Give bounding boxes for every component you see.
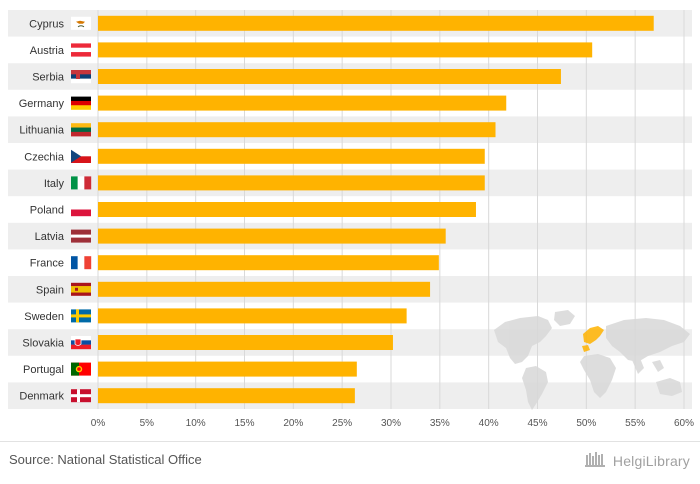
- bar[interactable]: [98, 361, 357, 377]
- x-tick-label: 10%: [186, 418, 206, 429]
- serbia-flag-icon: [71, 70, 91, 84]
- bar[interactable]: [98, 308, 407, 324]
- spain-flag-icon: [71, 282, 91, 296]
- x-tick-label: 20%: [283, 418, 303, 429]
- category-label: Czechia: [24, 151, 65, 163]
- x-tick-label: 30%: [381, 418, 401, 429]
- bar[interactable]: [98, 335, 393, 350]
- x-tick-label: 15%: [234, 418, 254, 429]
- category-label: France: [30, 258, 64, 270]
- france-flag-icon: [71, 256, 92, 270]
- x-tick-label: 45%: [527, 418, 547, 429]
- bar[interactable]: [98, 122, 496, 138]
- category-label: Serbia: [32, 72, 65, 84]
- brand-name: HelgiLibrary: [612, 453, 690, 469]
- library-logo-icon: [584, 451, 609, 472]
- brand-logo[interactable]: HelgiLibrary: [584, 451, 690, 472]
- bar-chart: Cyprus Austria Serbia Germany Lithuania Czech…: [8, 10, 694, 429]
- bar[interactable]: [98, 388, 355, 404]
- category-label: Latvia: [35, 231, 65, 243]
- x-tick-label: 50%: [576, 418, 596, 429]
- bar[interactable]: [98, 69, 561, 84]
- category-label: Denmark: [19, 391, 64, 403]
- bar[interactable]: [98, 42, 593, 58]
- x-tick-label: 0%: [91, 418, 106, 429]
- x-axis-ticks: 0% 5% 10% 15% 20% 25% 30% 35% 40% 45% 50% 55% 60%: [91, 418, 694, 429]
- bars: [98, 15, 654, 404]
- bar[interactable]: [98, 95, 507, 111]
- portugal-flag-icon: [71, 362, 91, 376]
- category-label: Poland: [30, 205, 64, 217]
- denmark-flag-icon: [71, 389, 91, 403]
- footer: Source: National Statistical Office Helg…: [0, 441, 700, 484]
- category-label: Italy: [44, 178, 65, 190]
- category-label: Lithuania: [19, 125, 65, 137]
- bar[interactable]: [98, 281, 431, 297]
- category-label: Portugal: [23, 364, 64, 376]
- category-label: Austria: [30, 45, 65, 57]
- source-text: Source: National Statistical Office: [9, 452, 202, 467]
- bar[interactable]: [98, 175, 485, 191]
- x-tick-label: 25%: [332, 418, 352, 429]
- x-tick-label: 5%: [140, 418, 155, 429]
- bar[interactable]: [98, 148, 485, 164]
- flag-icons: [71, 16, 92, 403]
- x-tick-label: 60%: [674, 418, 694, 429]
- category-label: Germany: [19, 98, 65, 110]
- italy-flag-icon: [71, 176, 92, 190]
- bar[interactable]: [98, 255, 439, 271]
- sweden-flag-icon: [71, 309, 91, 323]
- x-tick-label: 40%: [479, 418, 499, 429]
- poland-flag-icon: [71, 203, 91, 217]
- latvia-flag-icon: [71, 229, 91, 243]
- x-tick-label: 55%: [625, 418, 645, 429]
- austria-flag-icon: [71, 43, 91, 57]
- world-map-icon: [494, 310, 690, 410]
- bar[interactable]: [98, 15, 654, 31]
- category-label: Spain: [36, 284, 64, 296]
- cyprus-flag-icon: [71, 16, 91, 30]
- czechia-flag-icon: [71, 149, 91, 163]
- category-labels: Cyprus Austria Serbia Germany Lithuania Czech…: [19, 18, 65, 402]
- category-label: Sweden: [24, 311, 64, 323]
- x-tick-label: 35%: [430, 418, 450, 429]
- lithuania-flag-icon: [71, 123, 91, 137]
- slovakia-flag-icon: [71, 336, 91, 350]
- category-label: Slovakia: [22, 338, 64, 350]
- germany-flag-icon: [71, 96, 91, 110]
- category-label: Cyprus: [29, 18, 64, 30]
- bar[interactable]: [98, 228, 446, 244]
- bar[interactable]: [98, 202, 476, 217]
